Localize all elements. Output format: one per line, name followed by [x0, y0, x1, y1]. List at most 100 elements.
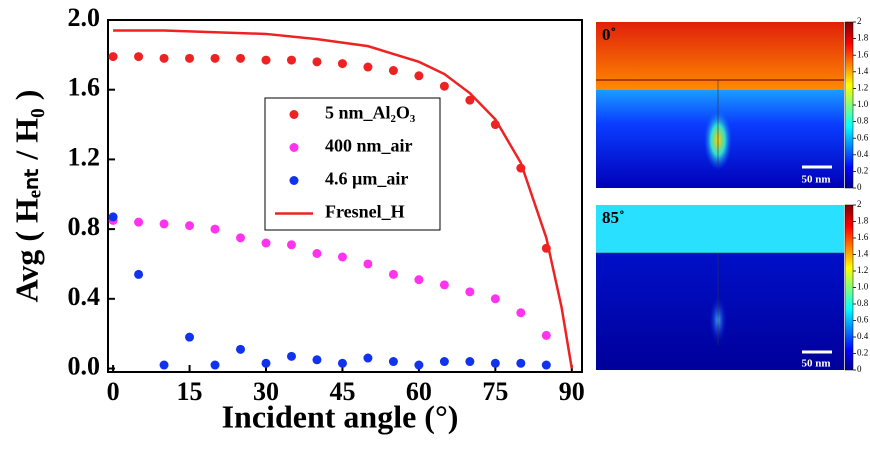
point — [236, 53, 246, 63]
colorbar-label: 0.6 — [857, 315, 869, 325]
point — [261, 358, 271, 368]
point — [414, 275, 424, 285]
colorbar-label: 0 — [857, 182, 862, 192]
plot-frame — [107, 19, 583, 373]
field-map — [596, 205, 844, 370]
point — [185, 221, 195, 231]
point — [363, 353, 373, 363]
point — [261, 238, 271, 248]
point — [261, 55, 271, 65]
point — [108, 212, 118, 222]
field-map — [596, 22, 844, 188]
point — [465, 357, 475, 367]
point — [337, 358, 347, 368]
colorbar-label: 0.2 — [857, 165, 868, 175]
point — [286, 351, 296, 361]
colorbar-label: 1.4 — [857, 66, 869, 76]
point — [490, 294, 500, 304]
point — [465, 95, 475, 105]
legend-label: 5 nm_Al₂O₃ — [325, 103, 416, 123]
x-tick-label: 90 — [559, 377, 585, 406]
y-tick-label: 1.2 — [68, 142, 101, 171]
legend-marker — [289, 176, 299, 185]
legend-label: 400 nm_air — [325, 136, 413, 156]
colorbar-label: 0 — [857, 364, 862, 374]
point — [134, 52, 144, 62]
panel-label: 85˚ — [602, 208, 625, 227]
colorbar-label: 1.2 — [857, 265, 868, 275]
point — [159, 53, 169, 63]
point — [516, 308, 526, 318]
point — [210, 224, 220, 234]
colorbar-label: 0.8 — [857, 298, 869, 308]
point — [159, 219, 169, 229]
colorbar-label: 1.6 — [857, 49, 869, 59]
legend-marker — [289, 110, 299, 119]
colorbar-label: 1.2 — [857, 82, 868, 92]
point — [236, 233, 246, 243]
point — [490, 358, 500, 368]
point — [337, 59, 347, 69]
x-tick-label: 45 — [329, 377, 355, 406]
point — [134, 217, 144, 227]
y-tick-label: 2.0 — [68, 3, 101, 32]
point — [414, 360, 424, 370]
y-tick-label: 0.4 — [68, 282, 101, 311]
point — [286, 240, 296, 250]
point — [439, 81, 449, 91]
point — [414, 71, 424, 81]
point — [312, 249, 322, 259]
legend-label: Fresnel_H — [325, 202, 405, 222]
point — [312, 355, 322, 365]
point — [541, 360, 551, 370]
scale-label: 50 nm — [801, 358, 830, 370]
point — [286, 55, 296, 65]
panel-label: 0˚ — [602, 25, 616, 44]
point — [465, 287, 475, 297]
y-tick-label: 1.6 — [68, 73, 101, 102]
point — [185, 53, 195, 63]
colorbar-label: 1.8 — [857, 216, 869, 226]
y-axis-title: Avg ( Hₑₙₜ / H₀ ) — [8, 90, 44, 303]
x-tick-label: 15 — [177, 377, 203, 406]
colorbar-label: 2 — [857, 199, 862, 209]
colorbar-label: 1.4 — [857, 249, 869, 259]
colorbar-label: 0.4 — [857, 149, 869, 159]
point — [541, 330, 551, 340]
point — [210, 53, 220, 63]
colorbar — [844, 21, 854, 189]
legend-label: 4.6 µm_air — [325, 169, 408, 189]
point — [363, 62, 373, 72]
colorbar-label: 0.4 — [857, 331, 869, 341]
colorbar-label: 1.8 — [857, 33, 869, 43]
colorbar-label: 0.2 — [857, 348, 868, 358]
colorbar-label: 1.6 — [857, 232, 869, 242]
point — [337, 252, 347, 262]
point — [516, 358, 526, 368]
colorbar — [844, 204, 854, 371]
x-tick-label: 0 — [107, 377, 120, 406]
x-tick-label: 75 — [482, 377, 508, 406]
legend-marker — [289, 143, 299, 152]
x-tick-label: 30 — [253, 377, 279, 406]
colorbar-label: 1.0 — [857, 282, 869, 292]
line — [113, 29, 574, 369]
colorbar-label: 2 — [857, 16, 862, 26]
x-axis-title: Incident angle (°) — [222, 398, 459, 434]
legend-box — [264, 97, 441, 231]
point — [108, 52, 118, 62]
point — [388, 269, 398, 279]
x-tick-label: 60 — [406, 377, 432, 406]
point — [236, 344, 246, 354]
y-tick-label: 0.0 — [68, 351, 101, 380]
point — [363, 259, 373, 269]
point — [439, 357, 449, 367]
point — [185, 332, 195, 342]
point — [388, 357, 398, 367]
point — [439, 280, 449, 290]
point — [134, 269, 144, 279]
colorbar-label: 0.6 — [857, 132, 869, 142]
point — [388, 66, 398, 76]
